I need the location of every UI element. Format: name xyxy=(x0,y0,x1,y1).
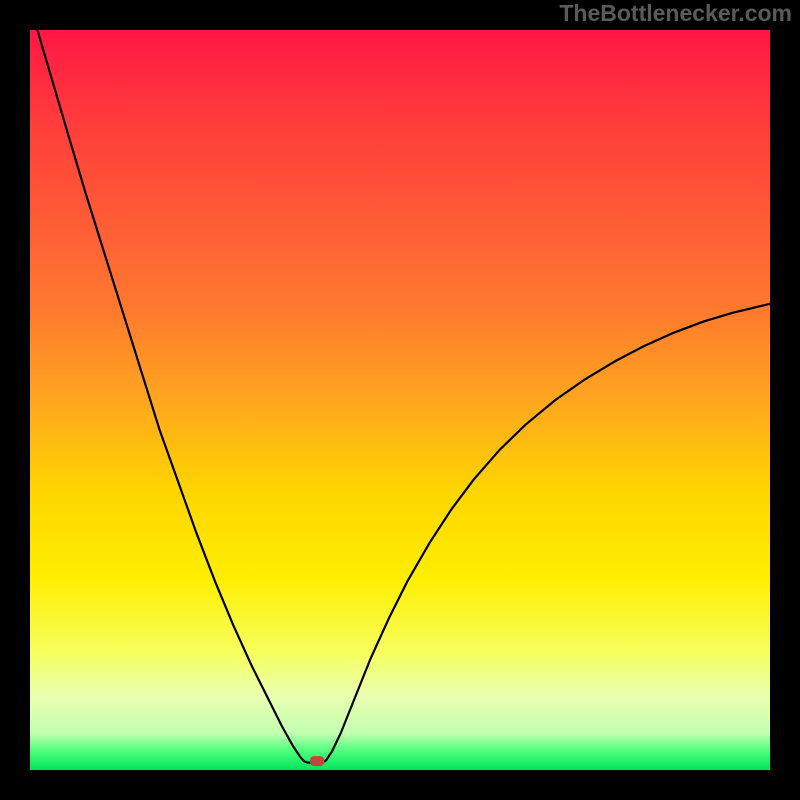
watermark-text: TheBottlenecker.com xyxy=(559,0,792,27)
plot-svg xyxy=(30,30,770,770)
chart-container: TheBottlenecker.com xyxy=(0,0,800,800)
optimal-point-marker xyxy=(310,756,324,766)
gradient-background xyxy=(30,30,770,770)
plot-area xyxy=(30,30,770,770)
